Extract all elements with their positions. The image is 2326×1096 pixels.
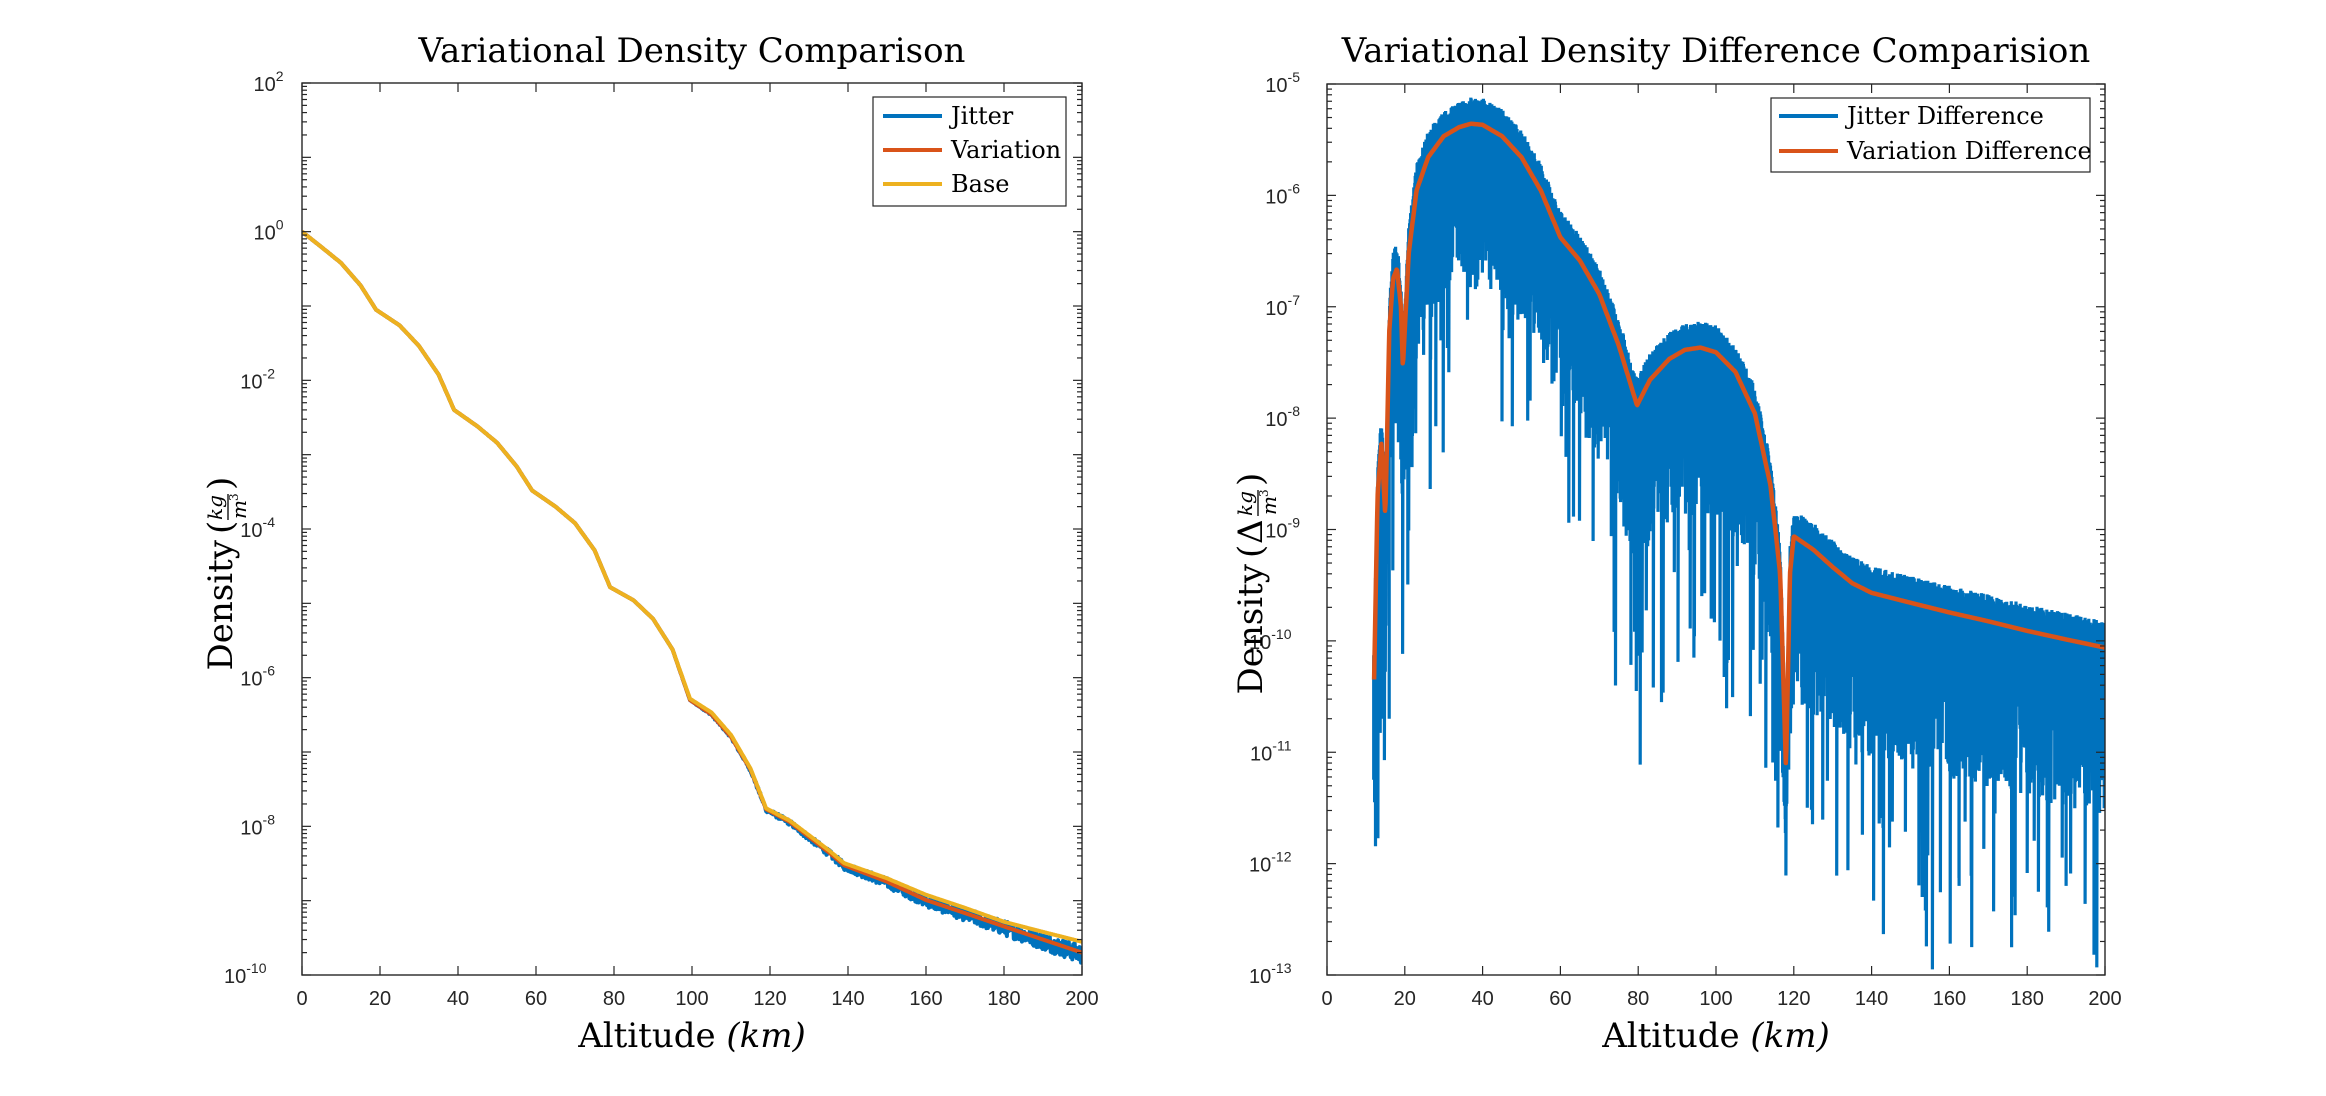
left-x-axis-label-unit: (km) — [726, 1016, 805, 1056]
right-x-tick-label: 160 — [1933, 988, 1966, 1010]
right-y-tick-label: 10-6 — [1265, 180, 1300, 208]
right-legend-box — [1770, 97, 2091, 173]
right-y-axis-label: Density ( Δ kg m 3 ) — [1231, 473, 1281, 695]
right-y-axis-paren-close: ) — [1231, 473, 1271, 486]
right-legend: Jitter Difference Variation Difference — [1770, 97, 2092, 173]
right-x-axis-label-main: Altitude — [1601, 1016, 1750, 1056]
left-y-tick-label: 10-4 — [240, 514, 275, 542]
right-x-tick-label: 20 — [1394, 988, 1416, 1010]
right-y-tick-label: 10-5 — [1265, 69, 1300, 97]
right-y-tick-label: 10-7 — [1265, 292, 1300, 320]
right-legend-label-jitter-difference: Jitter Difference — [1844, 102, 2044, 130]
right-x-tick-label: 140 — [1855, 988, 1888, 1010]
left-legend: Jitter Variation Base — [872, 96, 1067, 207]
left-legend-label-jitter: Jitter — [948, 102, 1014, 130]
left-plot-area — [302, 230, 1082, 965]
right-x-axis-label-unit: (km) — [1750, 1016, 1829, 1056]
right-y-axis-unit-power: 3 — [1257, 489, 1271, 497]
right-plot-area — [1371, 97, 2105, 970]
left-y-axis-unit-denominator: m — [227, 500, 251, 519]
left-series-jitter — [302, 230, 1082, 965]
right-y-tick-label: 10-11 — [1250, 737, 1292, 765]
right-y-tick-label: 10-12 — [1249, 849, 1292, 877]
left-x-axis-label-main: Altitude — [577, 1016, 726, 1056]
left-y-tick-label: 100 — [253, 217, 283, 245]
left-y-tick-label: 10-10 — [224, 960, 267, 988]
right-series-variation-difference — [1371, 121, 2105, 766]
right-x-tick-label: 80 — [1627, 988, 1649, 1010]
right-y-axis-unit-denominator: m — [1257, 496, 1281, 515]
right-y-axis-delta: Δ — [1231, 519, 1271, 544]
left-chart-title: Variational Density Comparison — [418, 31, 966, 71]
left-y-axis-paren-open: ( — [201, 521, 241, 534]
right-chart-title: Variational Density Difference Comparisi… — [1341, 31, 2090, 71]
right-x-tick-label: 0 — [1321, 988, 1332, 1010]
left-series-base — [302, 230, 1082, 944]
left-legend-label-base: Base — [951, 170, 1009, 198]
left-y-axis-label-main: Density — [201, 539, 241, 670]
right-series-group — [1371, 97, 2105, 970]
left-x-tick-label: 140 — [831, 988, 864, 1010]
left-y-tick-label: 10-6 — [240, 663, 275, 691]
left-y-axis-paren-close: ) — [201, 477, 241, 490]
left-x-tick-label: 160 — [909, 988, 942, 1010]
right-axes: 0 20 40 60 80 100 120 140 160 180 200 10-13 10-12 10-… — [1249, 69, 2122, 1010]
left-y-axis-unit-numerator: kg — [203, 495, 227, 520]
right-legend-label-variation-difference: Variation Difference — [1846, 137, 2092, 165]
left-x-tick-label: 80 — [603, 988, 625, 1010]
left-axes-box — [301, 82, 1083, 976]
left-series-variation — [302, 230, 1082, 955]
right-x-tick-label: 180 — [2011, 988, 2044, 1010]
right-y-tick-label: 10-13 — [1249, 960, 1292, 988]
right-y-axis-label-main: Density — [1231, 563, 1271, 694]
left-y-tick-label: 10-2 — [240, 365, 275, 393]
right-x-tick-label: 120 — [1777, 988, 1810, 1010]
left-y-axis-label: Density ( kg m 3 ) — [201, 477, 251, 671]
right-x-axis-label: Altitude (km) — [1601, 1016, 1830, 1056]
left-x-tick-label: 0 — [296, 988, 307, 1010]
right-y-tick-label: 10-8 — [1265, 403, 1300, 431]
left-x-tick-label: 20 — [369, 988, 391, 1010]
left-y-tick-label: 102 — [253, 68, 283, 96]
right-x-tick-label: 40 — [1471, 988, 1493, 1010]
left-x-axis-label: Altitude (km) — [577, 1016, 806, 1056]
left-series-group — [302, 230, 1082, 965]
right-series-jitter-difference — [1372, 97, 2105, 970]
left-x-tick-label: 120 — [753, 988, 786, 1010]
right-y-tick-label: 10-10 — [1249, 626, 1292, 654]
right-x-tick-label: 200 — [2088, 988, 2121, 1010]
left-x-tick-label: 60 — [525, 988, 547, 1010]
right-y-tick-label: 10-9 — [1265, 515, 1300, 543]
right-x-tick-label: 60 — [1549, 988, 1571, 1010]
left-x-tick-label: 200 — [1065, 988, 1098, 1010]
left-x-tick-label: 100 — [675, 988, 708, 1010]
left-x-tick-label: 180 — [987, 988, 1020, 1010]
right-y-axis-unit-numerator: kg — [1233, 491, 1257, 516]
right-y-axis-paren-open: ( — [1231, 545, 1271, 558]
left-x-tick-label: 40 — [447, 988, 469, 1010]
left-chart-panel: Variational Density Comparison 0 20 40 60 80… — [201, 31, 1099, 1056]
left-y-axis-unit-power: 3 — [227, 493, 241, 501]
left-legend-label-variation: Variation — [950, 136, 1061, 164]
left-y-tick-label: 10-8 — [240, 811, 275, 839]
right-x-tick-label: 100 — [1699, 988, 1732, 1010]
left-axes: 0 20 40 60 80 100 120 140 160 180 200 10-10 10-8 10-6… — [224, 68, 1099, 1010]
right-chart-panel: Variational Density Difference Comparisi… — [1231, 31, 2122, 1056]
